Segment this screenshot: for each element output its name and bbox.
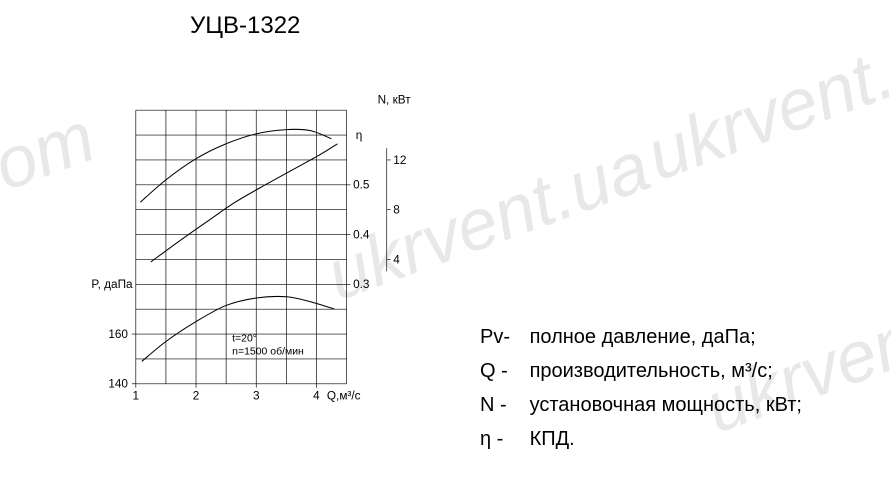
legend-text: КПД. [530, 428, 575, 450]
legend-sym: η - [480, 422, 524, 456]
legend-sym: Pv- [480, 320, 524, 354]
watermark: ukrvent.ua [636, 5, 891, 197]
legend-sym: N - [480, 388, 524, 422]
legend-row-n: N - установочная мощность, кВт; [480, 388, 802, 422]
legend-text: производительность, м³/с; [530, 360, 773, 382]
ytick-n-label: 12 [393, 154, 406, 167]
ytick-eta-label: 0.3 [353, 278, 370, 291]
legend-sym: Q - [480, 354, 524, 388]
xtick-label: 3 [253, 389, 260, 402]
legend-row-pv: Pv- полное давление, даПа; [480, 320, 802, 354]
ytick-eta-label: 0.4 [353, 228, 370, 241]
eta-axis-title: η [356, 129, 363, 142]
curve-N [151, 144, 338, 262]
p-axis-title: P, даПа [91, 278, 133, 291]
ytick-p-label: 140 [108, 378, 128, 391]
chart-svg: 1234Q,м³/сP, даПа160140η0.50.40.3N, кВт1… [90, 38, 412, 456]
curve-eta [140, 129, 331, 202]
xtick-label: 4 [313, 389, 320, 402]
x-axis-label: Q,м³/с [327, 389, 361, 402]
legend-text: полное давление, даПа; [530, 326, 756, 348]
ytick-p-label: 160 [108, 328, 128, 341]
legend-row-q: Q - производительность, м³/с; [480, 354, 802, 388]
chart-area: 1234Q,м³/сP, даПа160140η0.50.40.3N, кВт1… [90, 38, 412, 456]
annotation-t: t=20° [232, 334, 257, 345]
ytick-n-label: 8 [393, 204, 400, 217]
xtick-label: 2 [193, 389, 200, 402]
annotation-n: n=1500 об/мин [232, 346, 304, 358]
legend-text: установочная мощность, кВт; [530, 394, 802, 416]
ytick-n-label: 4 [393, 253, 400, 266]
xtick-label: 1 [133, 389, 140, 402]
legend-row-eta: η - КПД. [480, 422, 802, 456]
legend: Pv- полное давление, даПа; Q - производи… [480, 320, 802, 456]
n-axis-title: N, кВт [378, 94, 412, 107]
ytick-eta-label: 0.5 [353, 179, 370, 192]
chart-title: УЦВ-1322 [190, 12, 300, 40]
